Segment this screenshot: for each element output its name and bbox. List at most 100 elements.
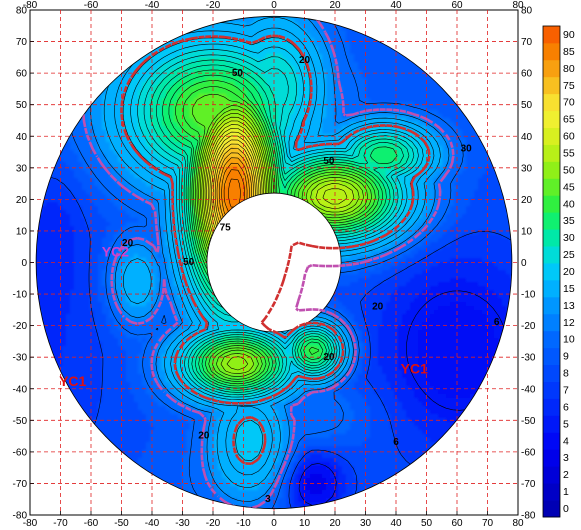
x-tick-label-bottom: -60 [84,518,99,529]
y-tick-label-right: -10 [521,290,536,301]
zone-labels: YC2 YC1 YC1 [59,244,428,389]
colorbar-label: 60 [563,131,575,143]
x-tick-label-bottom: 20 [329,518,341,529]
colorbar-swatch [543,246,560,264]
y-tick-label-right: 80 [521,6,533,17]
colorbar-label: 85 [563,46,575,58]
outer-ring [35,15,513,510]
colorbar-swatch [543,76,560,95]
y-tick-label-right: 10 [521,226,533,237]
colorbar-swatch [543,449,560,467]
colorbar-swatch [543,381,560,399]
colorbar-label: 2 [563,469,569,481]
colorbar-label: 7 [563,385,569,397]
y-tick-label-left: 70 [16,37,28,48]
y-tick-label-left: 60 [16,69,28,80]
y-tick-label-right: -50 [521,416,536,427]
colorbar-swatch [543,212,560,230]
colorbar-label: 6 [563,401,569,413]
colorbar-swatch [543,398,560,416]
y-tick-label-left: 20 [16,195,28,206]
x-tick-label-bottom: 80 [512,518,524,529]
contour-label: 50 [323,156,335,167]
y-tick-label-left: -60 [13,447,28,458]
colorbar-swatch [543,42,560,61]
contour-label: 50 [183,257,195,268]
x-tick-label-bottom: 0 [271,518,277,529]
x-tick-label-bottom: -40 [145,518,160,529]
colorbar-label: 9 [563,351,569,363]
contour-label: 20 [198,431,210,442]
x-tick-label-bottom: 30 [360,518,372,529]
colorbar-label: 40 [563,198,575,210]
y-tick-label-right: 20 [521,195,533,206]
x-tick-label-top: 0 [271,0,277,11]
y-tick-label-left: 80 [16,6,28,17]
colorbar-swatch [543,110,560,128]
colorbar-label: 70 [563,97,575,109]
y-tick-label-right: 70 [521,37,533,48]
x-tick-label-top: -60 [84,0,99,11]
colorbar-frame [542,25,561,518]
zone-label: YC1 [401,361,428,377]
domain-boundary [35,15,513,510]
colorbar-swatch [543,279,560,298]
colorbar-label: 4 [563,435,569,447]
colorbar-label: 25 [563,249,575,261]
x-tick-label-bottom: -80 [23,518,38,529]
colorbar-swatch [543,313,560,332]
colorbar-label: 50 [563,164,575,176]
colorbar-swatch [543,263,560,281]
colorbar-swatch [543,483,560,501]
x-tick-label-bottom: -30 [175,518,190,529]
x-tick-label-bottom: -10 [236,518,251,529]
contour-label: 20 [299,55,311,66]
colorbar-swatch [543,127,560,145]
colorbar-swatch [543,364,560,382]
y-tick-label-right: 30 [521,163,533,174]
y-tick-label-right: -60 [521,447,536,458]
contour-label: 75 [220,222,232,233]
grid-lines [30,10,518,515]
y-tick-label-left: -30 [13,353,28,364]
colorbar-swatch [543,415,560,433]
colorbar-swatch [543,178,560,196]
colorbar-label: 1 [563,486,569,498]
colorbar-swatch [543,26,560,44]
colorbar-swatch [543,144,560,162]
colorbar-swatch [543,229,560,247]
colorbar-swatch [543,161,560,179]
x-tick-label-bottom: 50 [421,518,433,529]
zone-boundary-yc1 [120,34,431,465]
colorbar-label: 80 [563,63,575,75]
zone-label: YC1 [59,373,86,389]
y-tick-label-left: 30 [16,163,28,174]
colorbar-swatch [543,347,560,366]
colorbar-label: 10 [563,334,575,346]
colorbar-label: 55 [563,147,575,159]
zone-boundary-yc2 [81,16,455,509]
y-tick-label-right: -30 [521,353,536,364]
colorbar-label: 8 [563,368,569,380]
colorbar-swatch [543,466,560,484]
colorbar-label: 45 [563,181,575,193]
x-tick-label-top: -40 [145,0,160,11]
zone-boundaries [81,16,455,509]
colorbar-label: 20 [563,266,575,278]
y-tick-label-right: -20 [521,321,536,332]
colorbar-swatch [543,93,560,112]
zone-label: YC2 [102,244,129,260]
colorbar-label: 15 [563,283,575,295]
x-tick-label-top: 20 [329,0,341,11]
y-tick-label-left: -80 [13,511,28,522]
colorbar-swatch [543,195,560,213]
x-tick-label-bottom: 40 [390,518,402,529]
contour-labels: 50 20 30 50 75 50 20 20 20 6 6 20 3 [122,55,500,505]
x-tick-label-bottom: 70 [482,518,494,529]
colorbar-label: 3 [563,452,569,464]
axis-ticks: -80 -70 -60 -50 -40 -30 -20 -10 0 10 20 30 40 50 60 70 8… [13,0,536,529]
y-tick-label-right: 40 [521,132,533,143]
y-tick-label-right: -70 [521,479,536,490]
colorbar-label: 13 [563,300,575,312]
colorbar-label: 35 [563,215,575,227]
